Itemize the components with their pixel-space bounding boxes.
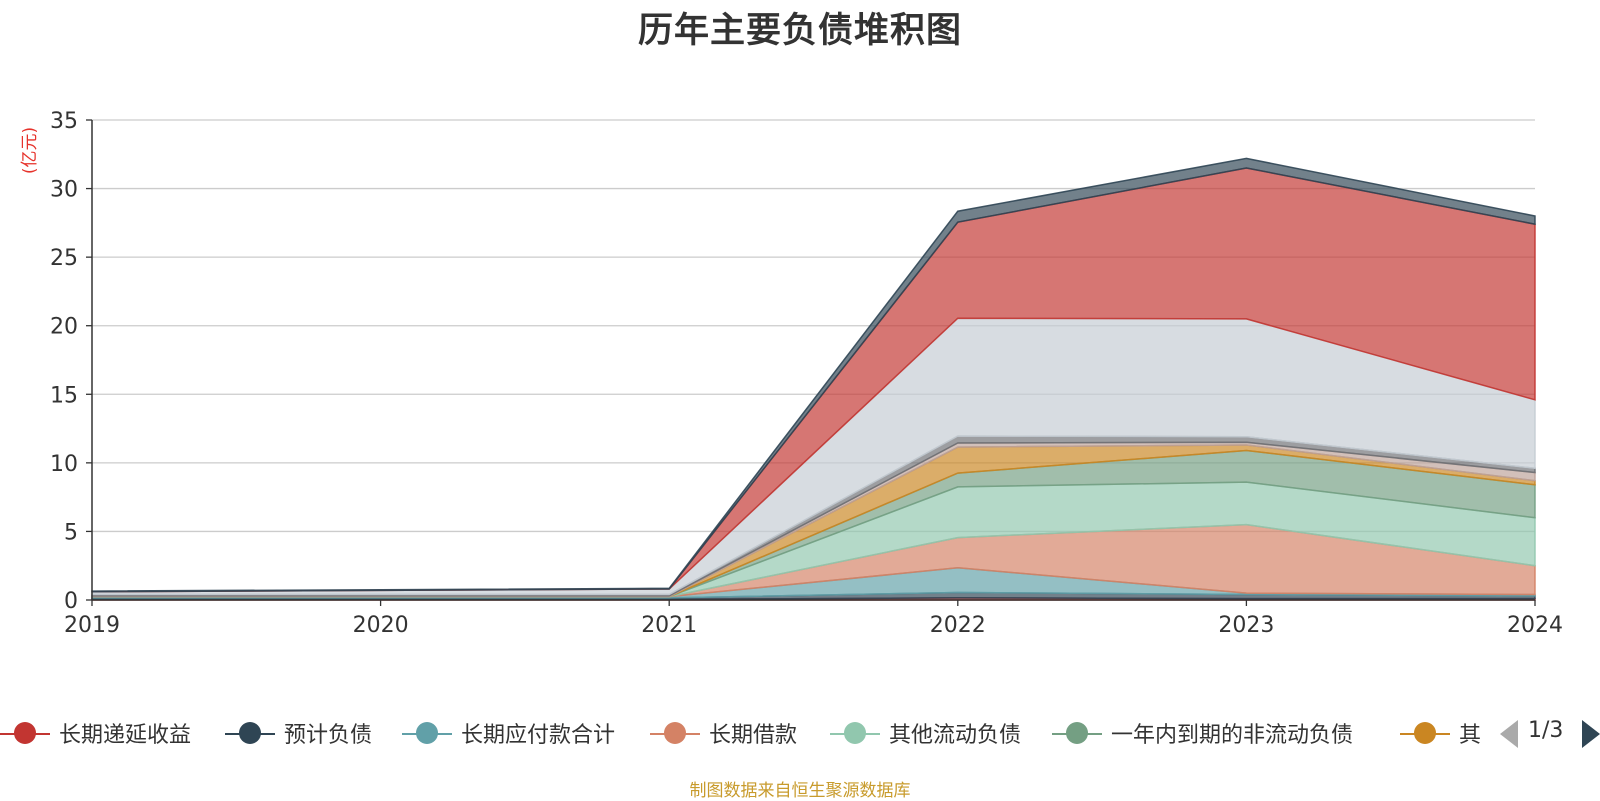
- axes: 0 5 10 15 20 25 30 35 2019 2020 2021 2022 2023 2024: [50, 109, 1563, 638]
- x-tick-label: 2024: [1507, 613, 1563, 638]
- chart-title: 历年主要负债堆积图: [637, 11, 962, 51]
- y-tick-label: 25: [50, 246, 78, 271]
- x-tick-label: 2023: [1218, 613, 1274, 638]
- legend: 长期递延收益 预计负债 长期应付款合计 长期借款 其他流动负债 一年内到期的非流动负债 其: [0, 716, 1600, 750]
- legend-item[interactable]: 其: [1400, 716, 1481, 750]
- legend-pager: 1/3: [1500, 716, 1600, 750]
- x-tick-label: 2019: [64, 613, 120, 638]
- x-tick-label: 2020: [353, 613, 409, 638]
- y-tick-label: 20: [50, 315, 78, 340]
- legend-page-indicator: 1/3: [1528, 718, 1564, 743]
- y-tick-label: 15: [50, 383, 78, 408]
- legend-item[interactable]: 长期借款: [650, 716, 797, 750]
- legend-item[interactable]: 预计负债: [225, 716, 372, 750]
- legend-item[interactable]: 其他流动负债: [830, 716, 1021, 750]
- legend-marker-icon: [650, 716, 700, 750]
- legend-next-icon[interactable]: [1582, 720, 1600, 748]
- legend-marker-icon: [1052, 716, 1102, 750]
- legend-label: 预计负债: [284, 723, 373, 748]
- area-series: [91, 157, 1536, 601]
- y-tick-label: 0: [64, 589, 78, 614]
- legend-marker-icon: [225, 716, 275, 750]
- y-tick-label: 35: [50, 109, 78, 134]
- legend-marker-icon: [0, 716, 50, 750]
- legend-marker-icon: [1400, 716, 1450, 750]
- x-tick-label: 2021: [641, 613, 697, 638]
- y-tick-label: 10: [50, 452, 78, 477]
- legend-label: 长期应付款合计: [461, 723, 616, 748]
- legend-marker-icon: [402, 716, 452, 750]
- legend-item[interactable]: 长期递延收益: [0, 716, 191, 750]
- legend-item[interactable]: 长期应付款合计: [402, 716, 615, 750]
- legend-label: 其: [1459, 723, 1482, 748]
- x-tick-label: 2022: [930, 613, 986, 638]
- legend-item[interactable]: 一年内到期的非流动负债: [1052, 716, 1353, 750]
- legend-label: 一年内到期的非流动负债: [1111, 723, 1354, 748]
- y-tick-label: 30: [50, 178, 78, 203]
- legend-marker-icon: [830, 716, 880, 750]
- area-series-11: [91, 157, 1536, 593]
- legend-label: 长期递延收益: [59, 723, 192, 748]
- legend-prev-icon[interactable]: [1500, 720, 1518, 748]
- data-source-note: 制图数据来自恒生聚源数据库: [689, 781, 911, 801]
- legend-label: 其他流动负债: [889, 723, 1022, 748]
- legend-label: 长期借款: [709, 723, 798, 748]
- y-tick-label: 5: [64, 520, 78, 545]
